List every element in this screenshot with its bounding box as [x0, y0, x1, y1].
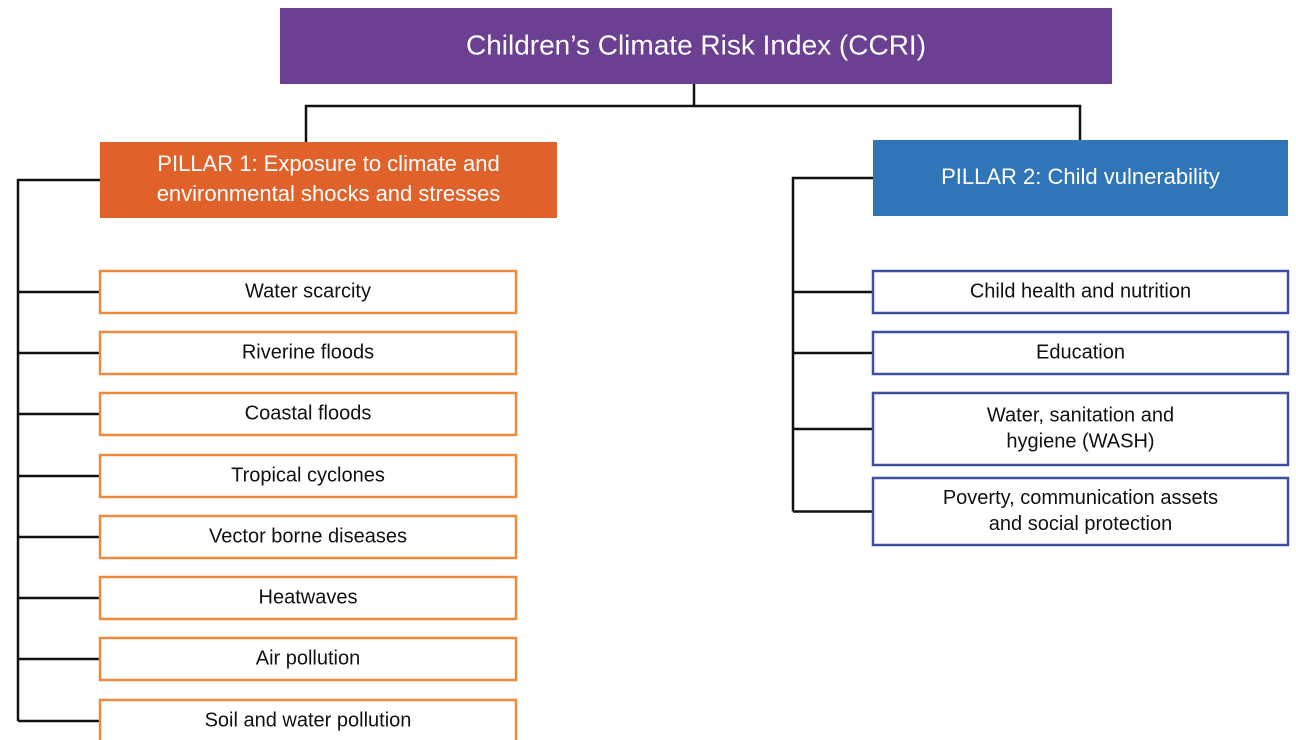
item-box: [98, 391, 518, 437]
item-label: hygiene (WASH): [1006, 430, 1154, 452]
item-label: and social protection: [989, 513, 1172, 535]
item-label: Vector borne diseases: [209, 525, 407, 547]
pillar-box: [100, 142, 557, 218]
item-label: Riverine floods: [242, 341, 374, 363]
item-label: Poverty, communication assets: [943, 487, 1218, 509]
title-box: [280, 8, 1112, 84]
item-label: Water scarcity: [245, 280, 371, 302]
item-label: Child health and nutrition: [970, 280, 1191, 302]
item-box: [871, 391, 1290, 467]
pillar-label: PILLAR 1: Exposure to climate and: [157, 151, 499, 176]
item-box: [98, 575, 518, 621]
item-label: Heatwaves: [259, 586, 358, 608]
item-box: [871, 269, 1290, 315]
connector: [16, 178, 100, 721]
item-box: [98, 330, 518, 376]
item-box: [871, 330, 1290, 376]
item-label: Water, sanitation and: [987, 404, 1174, 426]
item-box: [98, 698, 518, 740]
item-label: Air pollution: [256, 647, 361, 669]
item-box: [98, 453, 518, 499]
item-box: [98, 636, 518, 682]
connector: [304, 84, 1082, 142]
title: Children’s Climate Risk Index (CCRI): [466, 29, 926, 60]
item-label: Soil and water pollution: [205, 709, 412, 731]
item-label: Tropical cyclones: [231, 464, 385, 486]
connector: [791, 176, 873, 512]
item-label: Coastal floods: [245, 402, 372, 424]
pillar-box: [873, 140, 1288, 216]
pillar-label: PILLAR 2: Child vulnerability: [941, 164, 1220, 189]
item-label: Education: [1036, 341, 1125, 363]
pillar-label: environmental shocks and stresses: [157, 181, 501, 206]
item-box: [98, 514, 518, 560]
item-box: [98, 269, 518, 315]
item-box: [871, 476, 1290, 547]
